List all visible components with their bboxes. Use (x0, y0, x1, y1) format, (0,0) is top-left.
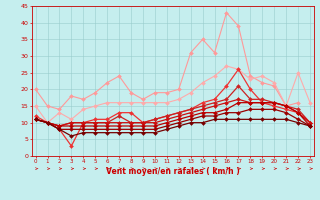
X-axis label: Vent moyen/en rafales ( km/h ): Vent moyen/en rafales ( km/h ) (106, 167, 240, 176)
